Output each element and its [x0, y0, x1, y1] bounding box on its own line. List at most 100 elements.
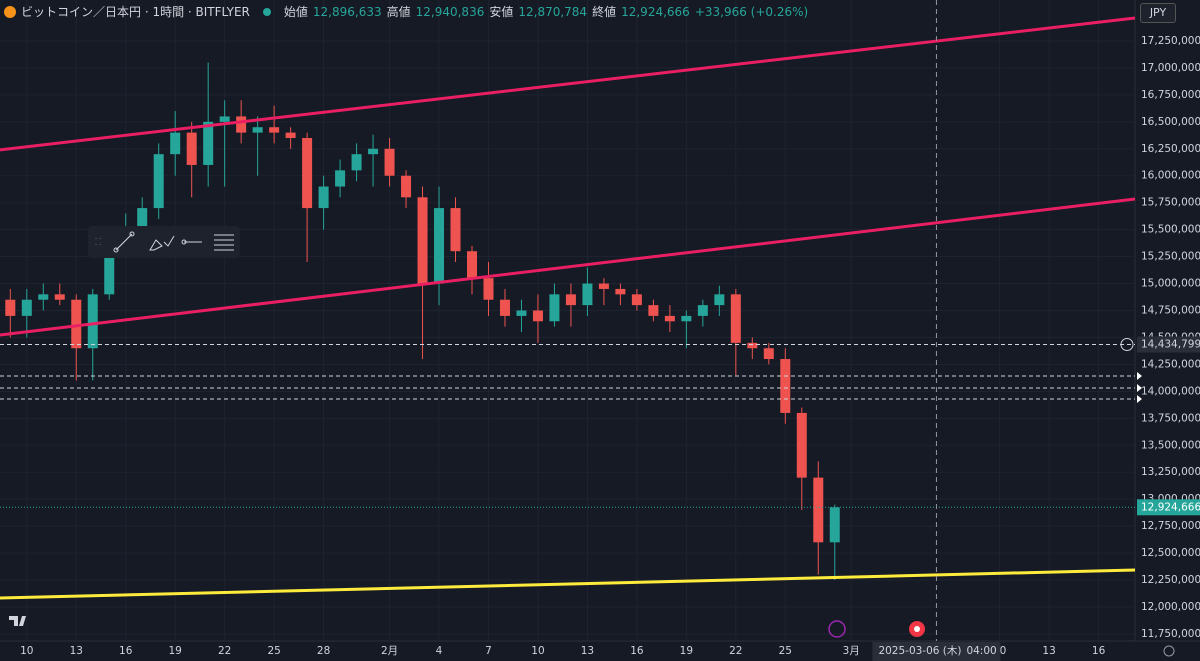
candle-body: [186, 132, 197, 165]
candle-body: [681, 315, 692, 322]
candle-body: [417, 197, 428, 284]
candle-body: [71, 299, 82, 349]
x-tick-label: 13: [1042, 645, 1055, 657]
trend-line: [0, 568, 1136, 600]
axis-panel: [1135, 0, 1200, 661]
drawing-toolbar[interactable]: [88, 226, 240, 258]
candle-body: [318, 186, 329, 209]
price-label: 14,434,799: [1141, 338, 1200, 350]
ohlc-label: 終値: [592, 5, 617, 19]
record-icon-dot: [914, 626, 920, 632]
change: +33,966 (+0.26%): [694, 4, 809, 19]
ohlc-label: 安値: [489, 5, 514, 19]
candle-body: [516, 310, 527, 316]
candle-body: [153, 154, 164, 209]
x-tick-label: 13: [70, 645, 83, 657]
trend-line: [0, 16, 1136, 152]
x-tick-label: 25: [267, 645, 280, 657]
x-tick-label: 19: [169, 645, 182, 657]
y-tick-label: 12,250,000: [1141, 574, 1200, 586]
y-tick-label: 15,000,000: [1141, 278, 1200, 290]
candle-body: [285, 132, 296, 139]
last-price-bg: [1137, 499, 1200, 516]
candle-body: [351, 154, 362, 171]
x-tick-label: 22: [218, 645, 231, 657]
candle-body: [714, 294, 725, 306]
candle-body: [730, 294, 741, 343]
x-tick-label: 16: [1092, 645, 1106, 657]
candle-body: [582, 283, 593, 306]
candle-body: [5, 299, 16, 316]
crosshair-label-bg: [872, 642, 1001, 661]
candle-body: [302, 138, 313, 209]
y-tick-label: 16,250,000: [1141, 143, 1200, 155]
x-tick-label: 7: [485, 645, 492, 657]
last-price-label: 12,924,666: [1141, 501, 1200, 513]
candle-body: [631, 294, 642, 306]
candle-body: [648, 305, 659, 316]
candle-body: [219, 116, 230, 122]
candle-body: [829, 507, 840, 543]
y-tick-label: 15,500,000: [1141, 224, 1200, 236]
y-tick-label: 12,500,000: [1141, 547, 1200, 559]
candle-body: [170, 132, 181, 155]
candle-body: [137, 208, 148, 230]
y-tick-label: 15,250,000: [1141, 251, 1200, 263]
y-tick-label: 14,250,000: [1141, 358, 1200, 370]
candle-body: [368, 148, 379, 155]
candle-body: [54, 294, 65, 300]
header: ビットコイン／日本円 · 1時間 · BITFLYER 始値 12,896,633…: [4, 3, 808, 20]
x-tick-label: 16: [119, 645, 133, 657]
y-tick-label: 13,500,000: [1141, 439, 1200, 451]
candle-body: [335, 170, 346, 187]
currency-button[interactable]: JPY: [1140, 3, 1176, 23]
candle-body: [203, 121, 214, 165]
trend-line: [0, 197, 1136, 337]
y-tick-label: 15,750,000: [1141, 197, 1200, 209]
candle-body: [565, 294, 576, 306]
y-tick-label: 14,000,000: [1141, 385, 1200, 397]
price-marker: [1137, 372, 1142, 381]
candle-body: [450, 208, 461, 252]
candle-body: [236, 116, 247, 133]
x-tick-label: 13: [581, 645, 594, 657]
x-tick-label: 22: [729, 645, 742, 657]
candle-body: [401, 175, 412, 198]
add-alert-button: [1120, 337, 1134, 351]
x-tick-label: 19: [680, 645, 693, 657]
crosshair-time: 04:00: [966, 645, 996, 657]
price-marker: [1137, 395, 1142, 404]
candle-body: [697, 305, 708, 316]
symbol-title[interactable]: ビットコイン／日本円 · 1時間 · BITFLYER: [21, 5, 250, 19]
price-marker: [1137, 384, 1142, 393]
x-tick-label: 10: [531, 645, 544, 657]
x-tick-label: 4: [436, 645, 443, 657]
candle-body: [467, 251, 478, 279]
candle-body: [813, 477, 824, 543]
candle-body: [434, 208, 445, 284]
y-tick-label: 17,250,000: [1141, 35, 1200, 47]
y-tick-label: 12,750,000: [1141, 520, 1200, 532]
candle-body: [747, 342, 758, 349]
candle-body: [796, 412, 807, 478]
y-tick-label: 16,750,000: [1141, 89, 1200, 101]
toolbar-icons: [95, 231, 234, 253]
candle-body: [104, 245, 115, 295]
ohlc-label: 始値: [283, 5, 308, 19]
candle-body: [532, 310, 543, 322]
candle-body: [269, 127, 280, 133]
candle-body: [87, 294, 98, 349]
status-dot: [262, 7, 271, 16]
y-tick-label: 11,750,000: [1141, 628, 1200, 640]
crosshair-date: 2025-03-06 (木): [878, 645, 961, 657]
y-tick-label: 13,250,000: [1141, 466, 1200, 478]
y-tick-label: 16,500,000: [1141, 116, 1200, 128]
y-tick-label: 14,750,000: [1141, 305, 1200, 317]
candle-body: [664, 315, 675, 322]
candle-body: [763, 348, 774, 360]
ohlc-value: 12,896,633: [312, 4, 382, 19]
candle-body: [38, 294, 49, 300]
x-tick-label: 2月: [381, 645, 398, 657]
ohlc-value: 12,940,836: [415, 4, 485, 19]
